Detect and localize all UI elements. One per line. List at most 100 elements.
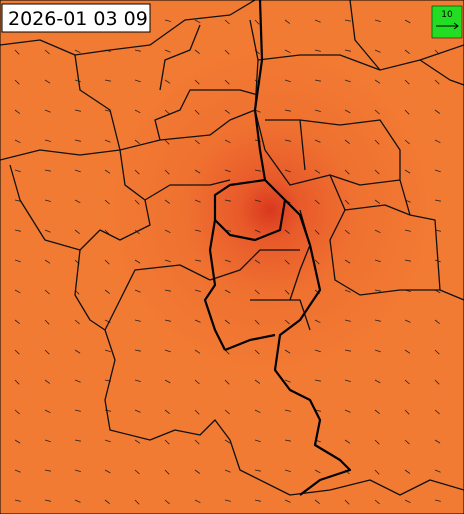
wind-arrow: [434, 469, 441, 473]
wind-arrow: [104, 169, 111, 174]
wind-arrow: [374, 439, 380, 445]
wind-arrow: [224, 319, 230, 325]
border: [0, 0, 256, 56]
wind-arrow: [194, 19, 201, 24]
wind-arrow: [104, 409, 111, 412]
wind-arrow: [314, 349, 321, 353]
wind-arrow: [374, 199, 381, 204]
wind-arrow: [344, 109, 351, 114]
wind-arrow: [254, 229, 261, 233]
border: [250, 299, 311, 331]
wind-arrow: [134, 79, 141, 83]
wind-arrow: [14, 439, 21, 444]
wind-arrow: [404, 469, 411, 474]
wind-arrow: [284, 49, 291, 54]
wind-arrow: [44, 229, 51, 233]
wind-arrow: [164, 199, 171, 204]
wind-arrow: [134, 49, 141, 52]
wind-arrow: [164, 439, 170, 445]
wind-arrow: [224, 379, 230, 385]
legend-arrow: [436, 22, 459, 30]
wind-arrow: [314, 169, 321, 174]
wind-arrow: [344, 229, 350, 235]
wind-arrow: [254, 349, 260, 355]
wind-arrow: [284, 349, 291, 354]
wind-arrow: [314, 229, 320, 235]
wind-arrow: [134, 319, 141, 322]
wind-arrow: [404, 499, 411, 503]
wind-arrow: [284, 409, 291, 412]
wind-arrow: [434, 409, 440, 415]
wind-arrow: [164, 259, 171, 263]
state-border: [273, 199, 352, 496]
wind-arrow: [74, 499, 81, 503]
wind-arrow: [374, 109, 380, 115]
wind-arrow: [44, 499, 51, 502]
wind-arrow: [344, 79, 351, 83]
wind-arrow: [404, 109, 410, 115]
wind-arrow: [374, 19, 381, 22]
wind-arrow: [14, 139, 21, 144]
wind-arrow: [284, 469, 291, 472]
wind-arrow: [164, 349, 171, 353]
wind-arrow: [314, 319, 321, 324]
wind-arrow: [134, 259, 141, 264]
wind-arrow: [404, 169, 411, 174]
wind-arrow: [134, 109, 141, 114]
wind-arrow: [404, 409, 410, 415]
wind-arrow: [254, 379, 261, 384]
wind-arrow: [44, 109, 51, 113]
wind-arrow: [104, 259, 110, 265]
wind-arrow: [194, 139, 200, 145]
wind-arrow: [74, 139, 81, 142]
wind-arrow: [404, 259, 411, 262]
wind-arrow: [284, 229, 290, 235]
wind-arrow: [14, 499, 21, 502]
wind-arrow: [134, 349, 141, 352]
wind-arrow: [344, 289, 351, 293]
state-border: [253, 0, 267, 181]
timestamp: 2026-01 03 09: [8, 8, 148, 30]
wind-arrow: [434, 79, 440, 85]
wind-arrow: [104, 499, 110, 505]
wind-arrow: [194, 319, 201, 323]
wind-arrow: [314, 139, 321, 143]
wind-arrow: [44, 379, 51, 384]
wind-arrow: [134, 409, 141, 413]
wind-arrow: [14, 289, 21, 294]
wind-arrow: [434, 139, 441, 144]
wind-arrow: [374, 349, 381, 353]
wind-arrow: [224, 199, 231, 202]
wind-arrow: [44, 439, 51, 443]
wind-arrow: [314, 499, 320, 505]
border: [159, 24, 201, 91]
state-border: [203, 219, 226, 351]
wind-arrow: [224, 499, 231, 502]
border: [257, 44, 464, 71]
wind-arrow: [44, 259, 51, 264]
border: [254, 109, 401, 186]
wind-arrow: [14, 229, 21, 232]
wind-arrow: [434, 169, 441, 173]
wind-arrow: [314, 379, 321, 382]
border: [0, 149, 121, 161]
wind-arrow: [284, 259, 290, 265]
wind-arrow: [374, 319, 381, 322]
border: [329, 174, 411, 216]
wind-arrow: [284, 439, 291, 442]
wind-arrow: [194, 199, 201, 203]
border: [104, 329, 231, 441]
wind-arrow: [74, 409, 81, 412]
wind-arrow: [374, 499, 380, 505]
wind-arrow: [284, 79, 291, 83]
legend-label: 10: [441, 10, 453, 20]
wind-arrow: [44, 49, 50, 55]
wind-arrow: [194, 169, 201, 174]
wind-arrow: [224, 259, 231, 263]
wind-arrow: [14, 349, 20, 355]
wind-arrow: [74, 79, 81, 83]
state-border: [224, 333, 276, 352]
wind-arrow: [164, 469, 170, 475]
wind-arrow: [284, 19, 291, 24]
